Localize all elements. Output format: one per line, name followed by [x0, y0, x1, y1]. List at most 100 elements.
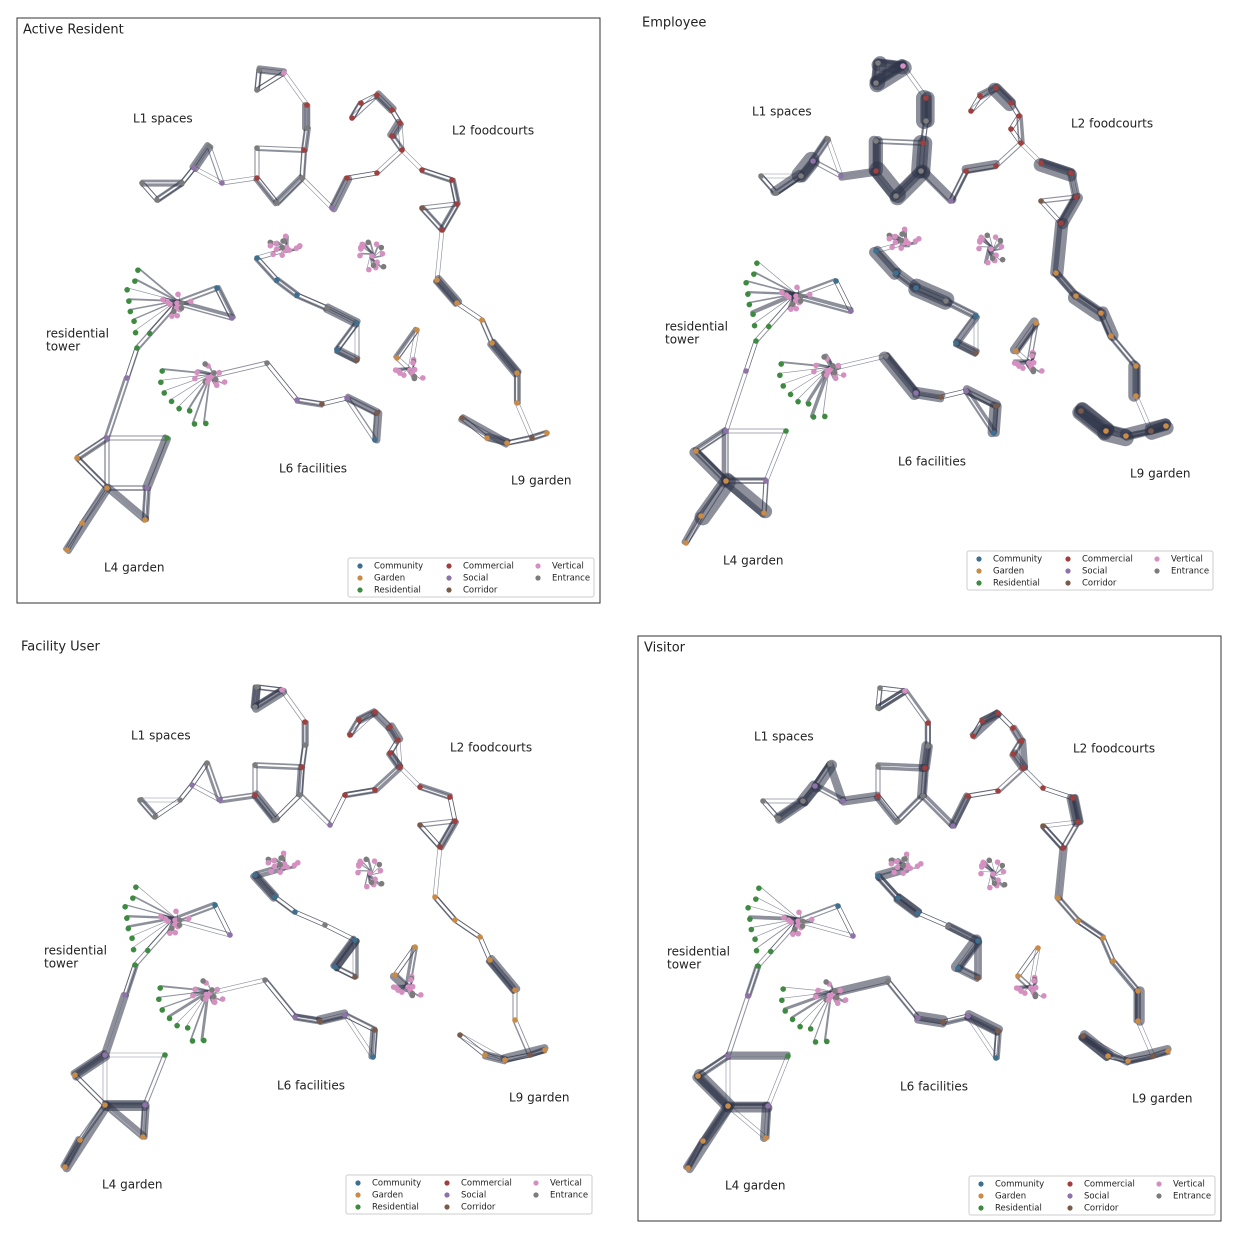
legend-label: Corridor — [461, 1203, 496, 1213]
edge — [874, 863, 909, 877]
node — [394, 355, 400, 361]
edge — [877, 691, 908, 712]
edge — [477, 937, 489, 962]
edge — [964, 1014, 1001, 1036]
node — [968, 108, 974, 114]
node — [700, 1138, 706, 1144]
node — [324, 305, 330, 311]
edge — [1018, 973, 1034, 988]
node — [191, 165, 197, 171]
edge — [142, 1053, 164, 1105]
node — [895, 818, 901, 824]
edge — [297, 292, 329, 307]
edge — [1083, 1033, 1130, 1060]
edge — [990, 240, 1004, 252]
edge — [347, 718, 358, 735]
legend-box — [345, 1174, 593, 1215]
edge — [206, 146, 221, 185]
edge — [344, 791, 376, 798]
node — [825, 136, 831, 142]
node — [370, 1054, 376, 1060]
node — [124, 375, 130, 381]
legend-label: Residential — [993, 579, 1040, 589]
legend-marker — [1065, 580, 1071, 586]
edge — [692, 1073, 731, 1112]
edge — [1018, 740, 1022, 769]
node — [978, 234, 984, 241]
node — [992, 234, 999, 240]
node — [748, 926, 755, 933]
edge — [418, 825, 439, 849]
edge — [387, 738, 397, 753]
edge — [256, 247, 285, 257]
node — [279, 244, 286, 251]
region-label: residential — [44, 944, 107, 958]
node — [767, 948, 774, 955]
edge — [303, 176, 334, 207]
node — [875, 60, 881, 66]
node — [875, 873, 881, 879]
node — [161, 390, 168, 396]
edge — [460, 1033, 487, 1054]
node — [77, 1137, 83, 1143]
edge — [514, 403, 531, 440]
edge — [330, 175, 353, 213]
node — [1038, 160, 1044, 166]
edge — [252, 863, 284, 875]
edge — [421, 205, 458, 211]
edge — [992, 237, 998, 251]
node — [157, 985, 163, 991]
node — [358, 100, 364, 106]
legend-marker — [533, 1180, 539, 1186]
edge — [254, 762, 304, 766]
edge — [192, 144, 208, 168]
edge — [136, 885, 177, 919]
edge — [1040, 194, 1077, 200]
edge — [104, 993, 129, 1058]
edge — [1043, 785, 1075, 797]
edge — [757, 261, 798, 295]
node — [252, 792, 258, 798]
node — [279, 252, 286, 258]
edge — [351, 713, 377, 737]
edge — [504, 1056, 531, 1063]
node — [898, 245, 905, 251]
legend-label: Garden — [372, 1191, 403, 1201]
edge — [221, 175, 258, 182]
edge — [1021, 768, 1043, 790]
node — [192, 986, 198, 993]
edge — [377, 150, 404, 175]
edge — [966, 388, 998, 406]
edge — [777, 800, 807, 822]
node — [371, 858, 378, 864]
edge — [694, 429, 726, 450]
edge — [483, 1050, 508, 1061]
node — [174, 312, 181, 319]
edge — [779, 366, 832, 374]
legend-label: Entrance — [1171, 567, 1209, 577]
edge — [156, 183, 185, 203]
node — [832, 375, 839, 382]
edge — [875, 876, 898, 901]
node — [1123, 433, 1129, 439]
edge — [749, 966, 761, 997]
node — [367, 870, 373, 876]
panel-title: Facility User — [21, 640, 100, 655]
edge — [442, 203, 460, 233]
edge — [73, 1076, 104, 1107]
node — [132, 962, 138, 968]
edge — [398, 356, 412, 369]
node — [902, 856, 908, 862]
edge — [825, 139, 840, 177]
node — [417, 822, 423, 828]
edge — [832, 981, 890, 998]
legend-label: Vertical — [1171, 555, 1203, 565]
edge — [460, 414, 511, 444]
legend-label: Garden — [374, 574, 405, 584]
node — [1068, 170, 1074, 176]
node — [795, 398, 801, 405]
legend-marker — [444, 1204, 450, 1210]
edge — [993, 88, 1011, 106]
edge — [896, 794, 922, 820]
edge — [1058, 895, 1081, 921]
